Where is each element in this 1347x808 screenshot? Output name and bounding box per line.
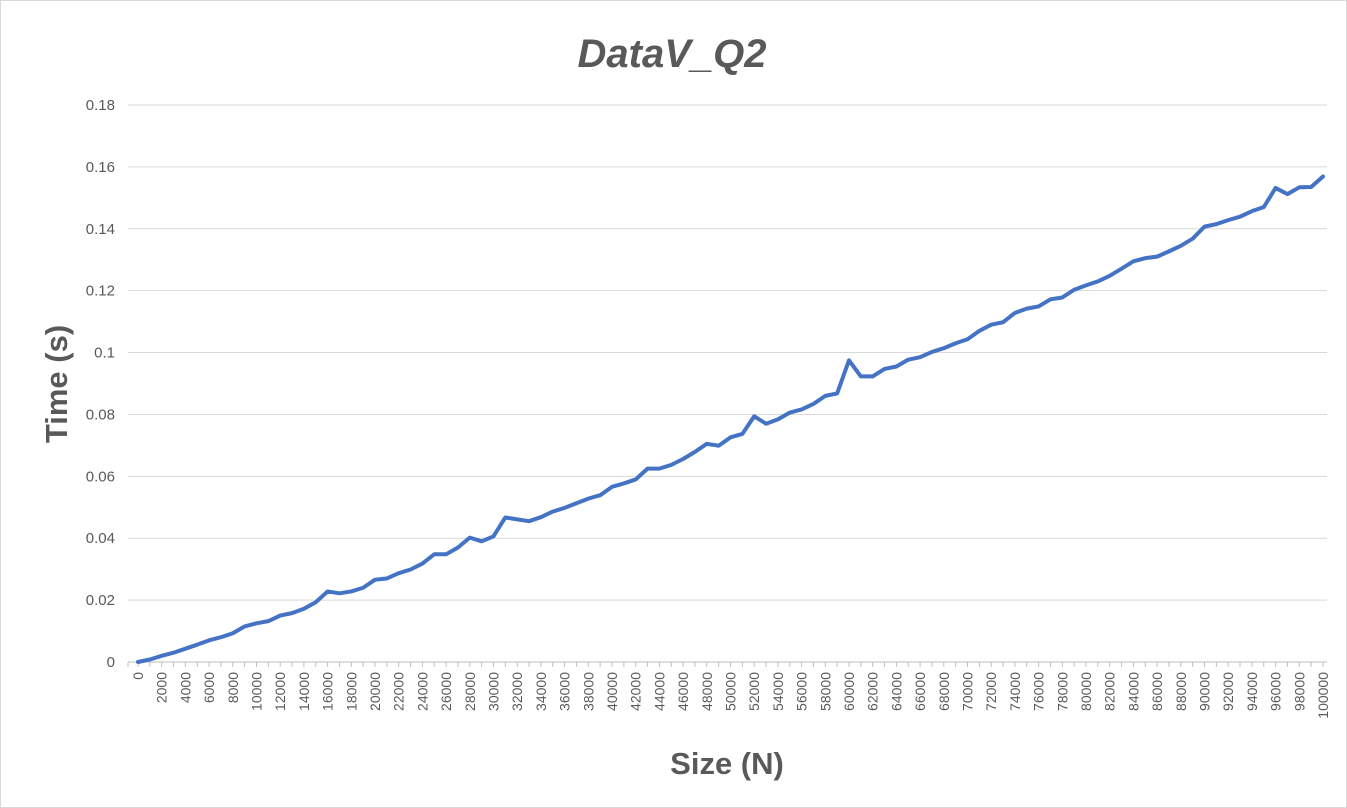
x-tick-label: 72000 <box>983 672 999 711</box>
x-tick-label: 26000 <box>438 672 454 711</box>
x-tick-label: 74000 <box>1007 672 1023 711</box>
x-tick-label: 46000 <box>675 672 691 711</box>
x-tick-label: 44000 <box>651 672 667 711</box>
y-tick-label: 0.14 <box>86 221 115 238</box>
gridlines <box>128 104 1327 601</box>
y-tick-label: 0.16 <box>86 159 115 176</box>
x-tick-label: 54000 <box>770 672 786 711</box>
x-tick-label: 90000 <box>1197 672 1213 711</box>
x-tick-label: 70000 <box>960 672 976 711</box>
x-tick-label: 82000 <box>1102 672 1118 711</box>
x-tick-label: 18000 <box>343 672 359 711</box>
x-tick-label: 88000 <box>1173 672 1189 711</box>
y-tick-label: 0.12 <box>86 283 115 300</box>
x-tick-label: 10000 <box>249 672 265 711</box>
x-tick-label: 2000 <box>154 672 170 703</box>
x-tick-label: 14000 <box>296 672 312 711</box>
x-tick-label: 38000 <box>580 672 596 711</box>
x-tick-label: 96000 <box>1268 672 1284 711</box>
y-axis-ticks: 0 0.02 0.04 0.06 0.08 0.1 0.12 0.14 0.16 0.18 <box>86 97 115 671</box>
x-tick-label: 66000 <box>912 672 928 711</box>
x-tick-label: 92000 <box>1220 672 1236 711</box>
x-tick-label: 32000 <box>509 672 525 711</box>
x-tick-label: 48000 <box>699 672 715 711</box>
x-tick-label: 94000 <box>1244 672 1260 711</box>
y-axis-title: Time (s) <box>39 325 74 443</box>
y-tick-label: 0.08 <box>86 406 115 423</box>
x-tick-label: 58000 <box>817 672 833 711</box>
x-axis-ticks: 0 2000 4000 6000 8000 10000 12000 14000 16000 180… <box>127 662 1331 719</box>
y-tick-label: 0 <box>107 654 115 671</box>
x-tick-label: 68000 <box>936 672 952 711</box>
x-tick-label: 42000 <box>628 672 644 711</box>
x-tick-label: 36000 <box>557 672 573 711</box>
x-tick-label: 6000 <box>201 672 217 703</box>
x-tick-label: 40000 <box>604 672 620 711</box>
x-tick-label: 84000 <box>1125 672 1141 711</box>
y-tick-label: 0.18 <box>86 97 115 114</box>
x-tick-label: 50000 <box>723 672 739 711</box>
x-tick-label: 100000 <box>1315 672 1331 719</box>
chart-title: DataV_Q2 <box>578 32 767 76</box>
x-tick-label: 34000 <box>533 672 549 711</box>
y-tick-label: 0.1 <box>94 345 115 362</box>
y-tick-label: 0.02 <box>86 592 115 609</box>
y-tick-label: 0.06 <box>86 468 115 485</box>
x-tick-label: 22000 <box>391 672 407 711</box>
x-tick-label: 16000 <box>320 672 336 711</box>
x-tick-label: 52000 <box>746 672 762 711</box>
x-tick-label: 56000 <box>794 672 810 711</box>
x-tick-label: 0 <box>130 672 146 680</box>
x-tick-label: 24000 <box>414 672 430 711</box>
x-tick-label: 76000 <box>1031 672 1047 711</box>
series-line <box>136 174 1325 664</box>
x-tick-label: 78000 <box>1054 672 1070 711</box>
x-tick-label: 4000 <box>177 672 193 703</box>
x-tick-label: 30000 <box>486 672 502 711</box>
x-tick-label: 28000 <box>462 672 478 711</box>
x-tick-label: 8000 <box>225 672 241 703</box>
x-tick-label: 64000 <box>888 672 904 711</box>
x-tick-label: 98000 <box>1291 672 1307 711</box>
y-tick-label: 0.04 <box>86 530 115 547</box>
x-tick-label: 80000 <box>1078 672 1094 711</box>
x-tick-label: 12000 <box>272 672 288 711</box>
x-tick-label: 60000 <box>841 672 857 711</box>
x-axis-title: Size (N) <box>670 746 784 781</box>
series-layer <box>136 174 1325 664</box>
x-tick-label: 86000 <box>1149 672 1165 711</box>
x-tick-label: 62000 <box>865 672 881 711</box>
x-tick-label: 20000 <box>367 672 383 711</box>
